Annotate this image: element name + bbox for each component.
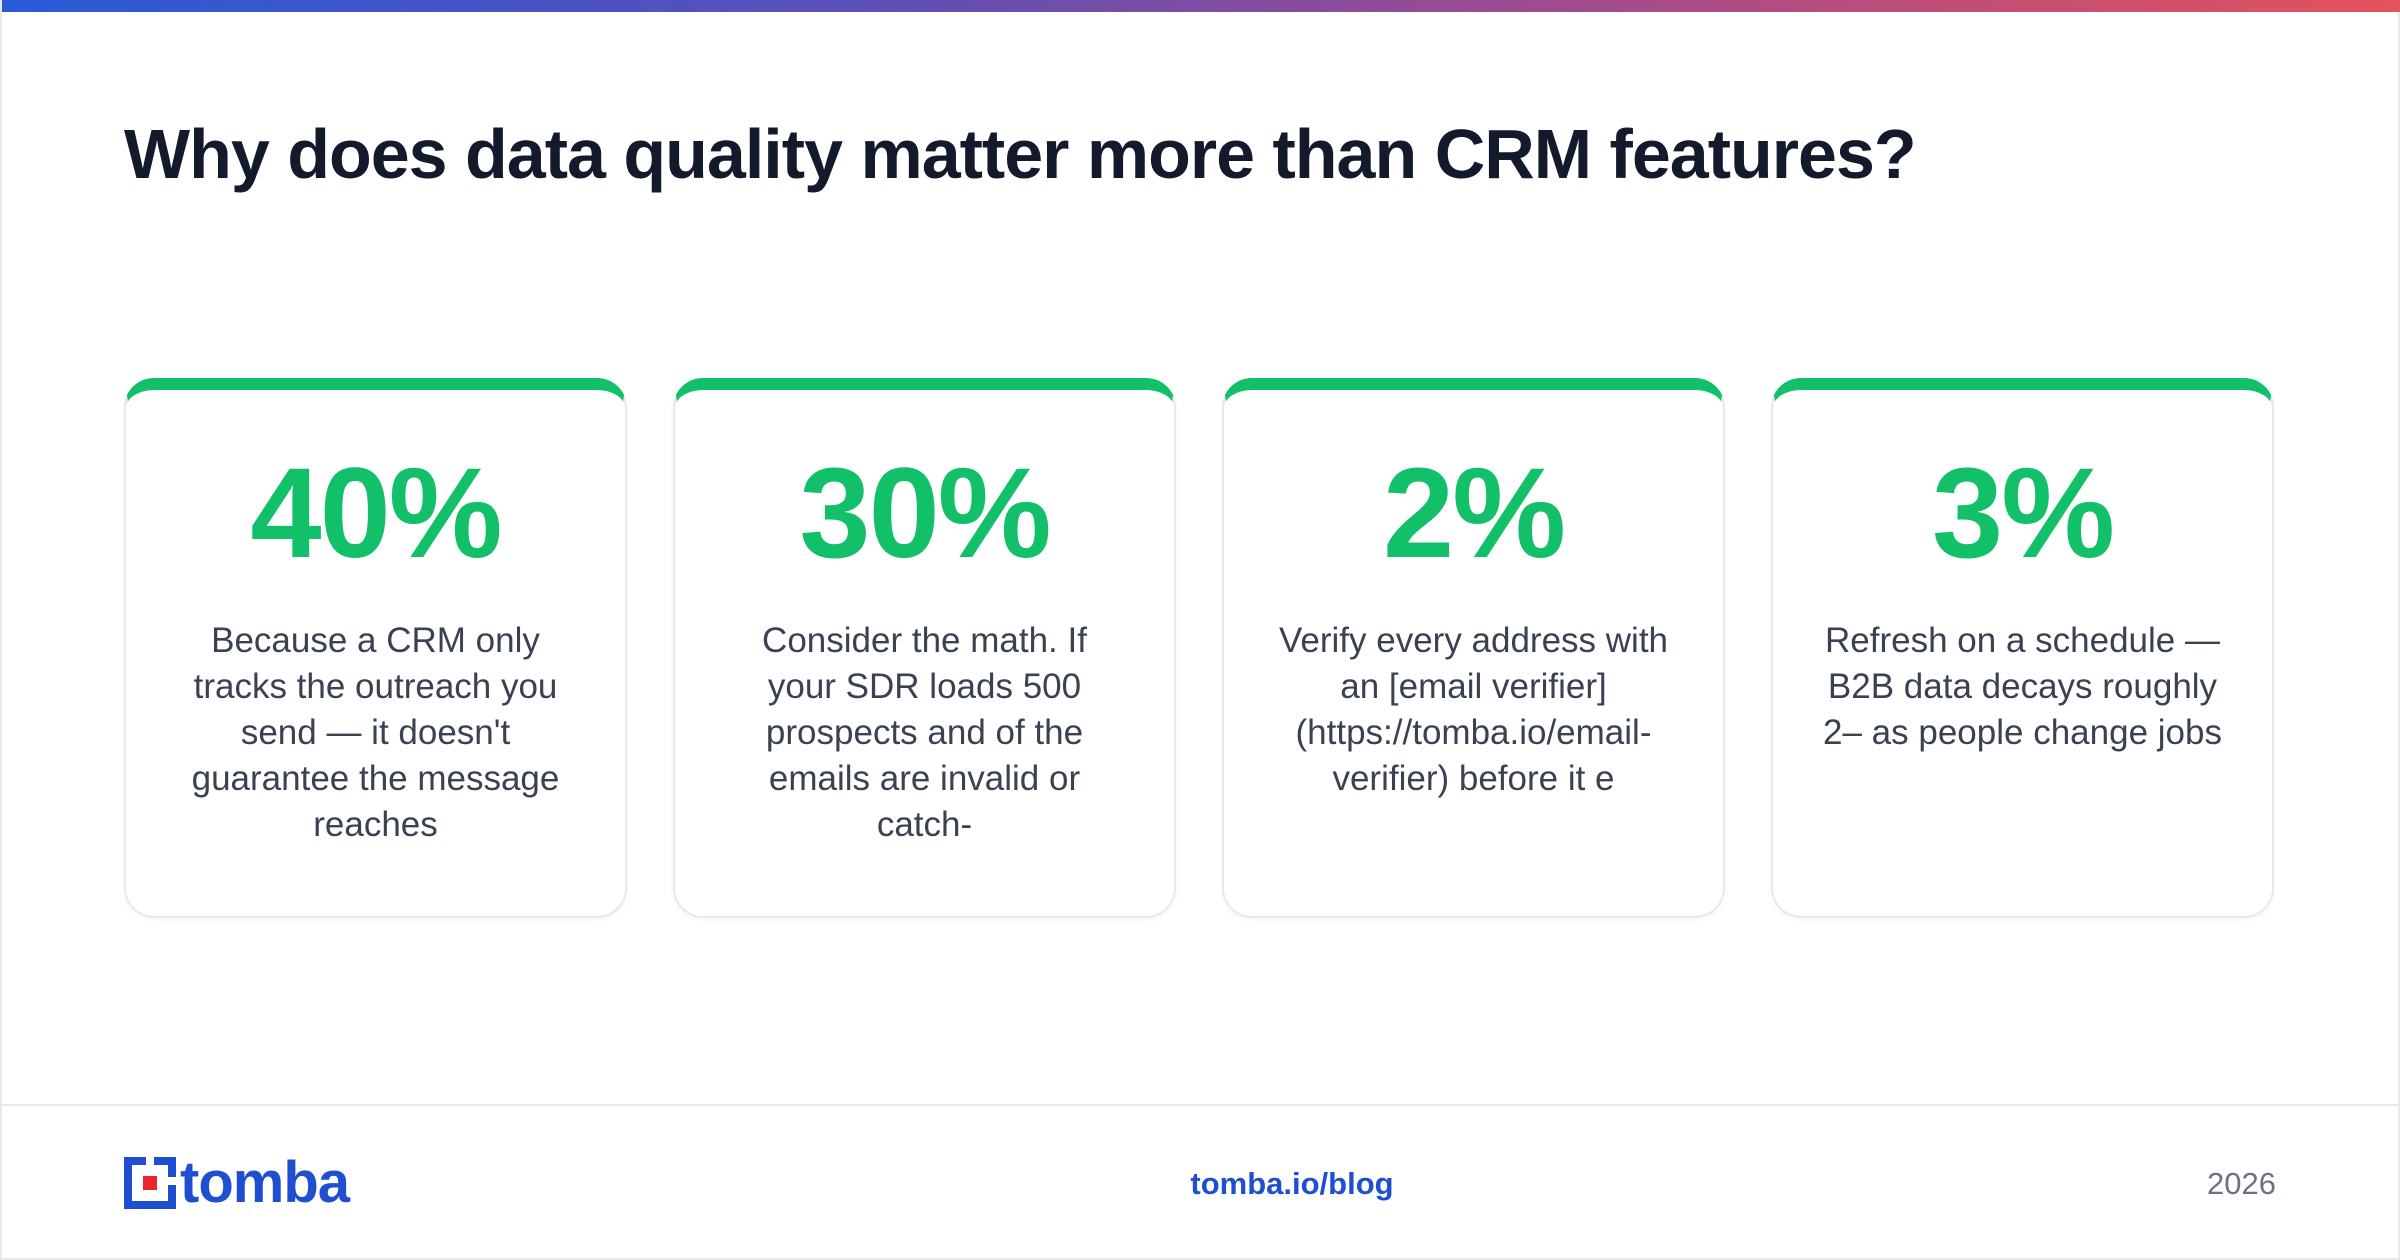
stat-value: 40% <box>250 442 502 585</box>
stat-description: Refresh on a schedule — B2B data decays … <box>1823 621 2222 752</box>
stat-value: 30% <box>799 442 1051 585</box>
brand-logo[interactable]: tomba <box>124 1150 350 1215</box>
stat-description: Consider the math. If your SDR loads 500… <box>762 621 1087 844</box>
brand-name: tomba <box>180 1150 350 1215</box>
gradient-top-bar <box>2 0 2400 12</box>
stat-card: 3% Refresh on a schedule — B2B data deca… <box>1771 378 2274 918</box>
blog-link[interactable]: tomba.io/blog <box>1190 1166 1394 1201</box>
year-label: 2026 <box>2207 1166 2276 1201</box>
stat-card: 40% Because a CRM only tracks the outrea… <box>124 378 627 918</box>
tomba-logo-icon <box>124 1157 176 1209</box>
stat-value: 3% <box>1932 442 2115 585</box>
stat-card: 2% Verify every address with an [email v… <box>1222 378 1725 918</box>
stat-description: Verify every address with an [email veri… <box>1278 621 1669 798</box>
stat-description: Because a CRM only tracks the outreach y… <box>191 621 560 844</box>
page-title: Why does data quality matter more than C… <box>124 115 1917 193</box>
footer-divider <box>2 1104 2400 1106</box>
stat-card: 30% Consider the math. If your SDR loads… <box>673 378 1176 918</box>
stat-cards: 40% Because a CRM only tracks the outrea… <box>124 378 2280 918</box>
stat-value: 2% <box>1383 442 1566 585</box>
